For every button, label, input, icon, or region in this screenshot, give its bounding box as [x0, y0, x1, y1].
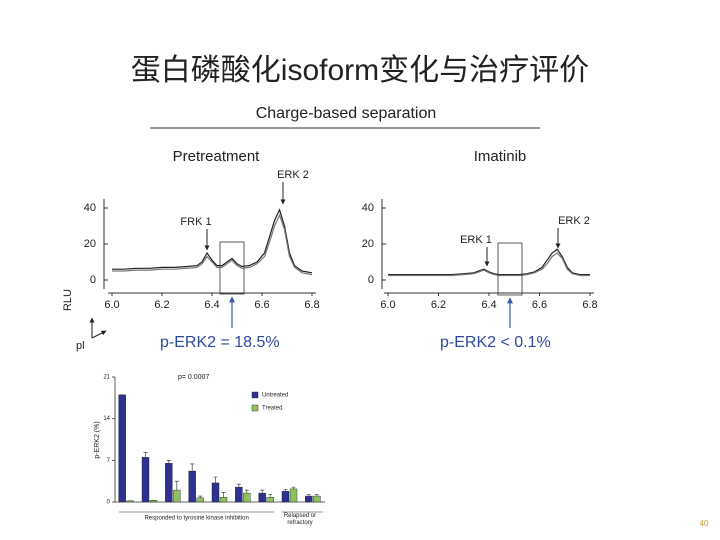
group-label: Responded to tyrosine kinase inhibition	[144, 516, 248, 522]
page-number: 40	[700, 519, 709, 528]
y-axis-label: RLU	[62, 289, 74, 311]
y-tick-label: 7	[107, 458, 111, 464]
x-tick-label: 6.2	[431, 299, 446, 311]
error-bar	[174, 480, 179, 491]
figure-heading: Charge-based separation	[256, 105, 437, 122]
y-tick-label: 40	[84, 202, 96, 214]
x-tick-label: 6.2	[154, 299, 169, 311]
bar	[243, 492, 251, 503]
error-bar	[198, 495, 203, 498]
y-tick-label: 0	[368, 274, 374, 286]
y-tick-label: 21	[103, 375, 110, 381]
error-bar	[166, 460, 171, 464]
peak-label: ERK 2	[558, 215, 590, 227]
error-bar	[260, 489, 265, 494]
trace	[388, 248, 590, 276]
y-axis-label: p-ERK2 (%)	[94, 421, 101, 458]
x-tick-label: 6.6	[532, 299, 547, 311]
bar	[313, 495, 321, 503]
y-tick-label: 0	[90, 274, 96, 286]
bar	[211, 482, 220, 503]
peak-label: ERK 2	[277, 169, 309, 181]
error-bar	[283, 489, 288, 492]
y-tick-label: 20	[84, 238, 96, 250]
bar	[289, 488, 298, 503]
bar	[165, 463, 173, 503]
error-bar	[236, 483, 241, 488]
x-tick-label: 6.8	[304, 299, 319, 311]
error-bar	[213, 476, 218, 483]
x-axis-label: pl	[76, 340, 85, 352]
x-tick-label: 6.4	[204, 299, 219, 311]
legend-swatch	[251, 404, 259, 412]
trace	[112, 208, 313, 274]
annotation: p= 0.0007	[178, 374, 209, 381]
x-tick-label: 6.0	[104, 299, 119, 311]
summary: p-ERK2 < 0.1%	[440, 334, 551, 351]
error-bar	[306, 493, 311, 497]
bar	[258, 492, 266, 503]
bar	[305, 495, 313, 503]
group-label: Relapsed or refractory	[283, 513, 317, 526]
x-tick-label: 6.0	[380, 299, 395, 311]
highlight-box	[497, 242, 523, 296]
highlight-box	[219, 241, 245, 295]
axis-arrow	[91, 330, 107, 339]
bar	[173, 489, 181, 503]
error-bar	[268, 493, 273, 498]
y-tick-label: 0	[107, 500, 111, 506]
chart-title: Pretreatment	[173, 148, 261, 165]
slide-title: 蛋白磷酸化isoform变化与治疗评价	[131, 54, 589, 87]
peak-label: FRK 1	[180, 216, 211, 228]
peak-label: ERK 1	[460, 234, 492, 246]
bar	[118, 394, 126, 503]
y-tick-label: 40	[362, 202, 374, 214]
error-bar	[314, 493, 319, 497]
y-tick-label: 14	[103, 416, 110, 422]
bar	[188, 470, 196, 503]
x-tick-label: 6.6	[254, 299, 269, 311]
bar	[196, 497, 204, 503]
error-bar	[143, 452, 148, 458]
error-bar	[190, 463, 195, 472]
trace	[388, 252, 590, 277]
error-bar	[221, 492, 226, 498]
bar	[266, 497, 274, 503]
error-bar	[244, 489, 249, 494]
summary: p-ERK2 = 18.5%	[160, 334, 280, 351]
bar	[141, 457, 150, 503]
x-tick-label: 6.4	[481, 299, 496, 311]
chart-title: Imatinib	[474, 148, 527, 165]
y-tick-label: 20	[362, 238, 374, 250]
bar	[281, 491, 290, 503]
legend-label: Treated	[262, 406, 282, 412]
legend-label: Untreated	[262, 393, 288, 399]
bar	[219, 497, 228, 503]
legend-swatch	[251, 391, 259, 399]
error-bar	[291, 486, 296, 489]
trace	[112, 213, 313, 276]
bar	[235, 486, 243, 503]
x-tick-label: 6.8	[582, 299, 597, 311]
